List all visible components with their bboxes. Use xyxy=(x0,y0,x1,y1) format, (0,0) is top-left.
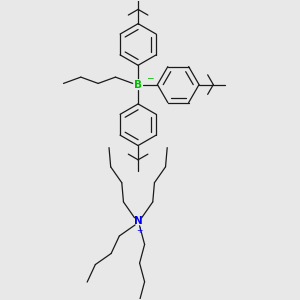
Text: N: N xyxy=(134,216,142,226)
Text: −: − xyxy=(146,74,153,82)
Text: B: B xyxy=(134,80,142,90)
Text: +: + xyxy=(136,226,143,236)
